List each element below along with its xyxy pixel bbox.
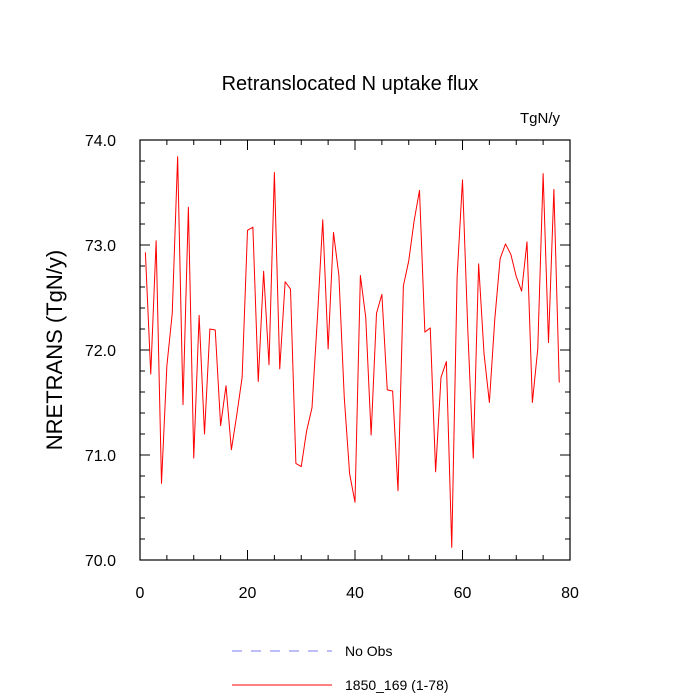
x-tick-label: 0 xyxy=(136,585,145,602)
legend: No Obs 1850_169 (1-78) xyxy=(232,643,449,693)
x-tick-label: 20 xyxy=(239,585,257,602)
y-tick-label: 72.0 xyxy=(85,343,116,360)
units-label: TgN/y xyxy=(520,110,561,127)
legend-label: 1850_169 (1-78) xyxy=(345,677,449,693)
y-tick-label: 73.0 xyxy=(85,238,116,255)
y-tick-label: 74.0 xyxy=(85,133,116,150)
legend-label: No Obs xyxy=(345,643,392,659)
y-tick-label: 71.0 xyxy=(85,448,116,465)
x-tick-label: 40 xyxy=(346,585,364,602)
axis-ticks xyxy=(139,139,571,561)
series-layer xyxy=(144,156,560,548)
x-tick-label: 60 xyxy=(454,585,472,602)
tick-labels: 0 20 40 60 80 70.0 71.0 72.0 73.0 74.0 xyxy=(85,133,579,602)
y-axis-label: NRETRANS (TgN/y) xyxy=(42,250,67,450)
x-tick-label: 80 xyxy=(561,585,579,602)
series-line xyxy=(144,156,560,548)
y-tick-label: 70.0 xyxy=(85,553,116,570)
chart-title: Retranslocated N uptake flux xyxy=(222,73,479,95)
